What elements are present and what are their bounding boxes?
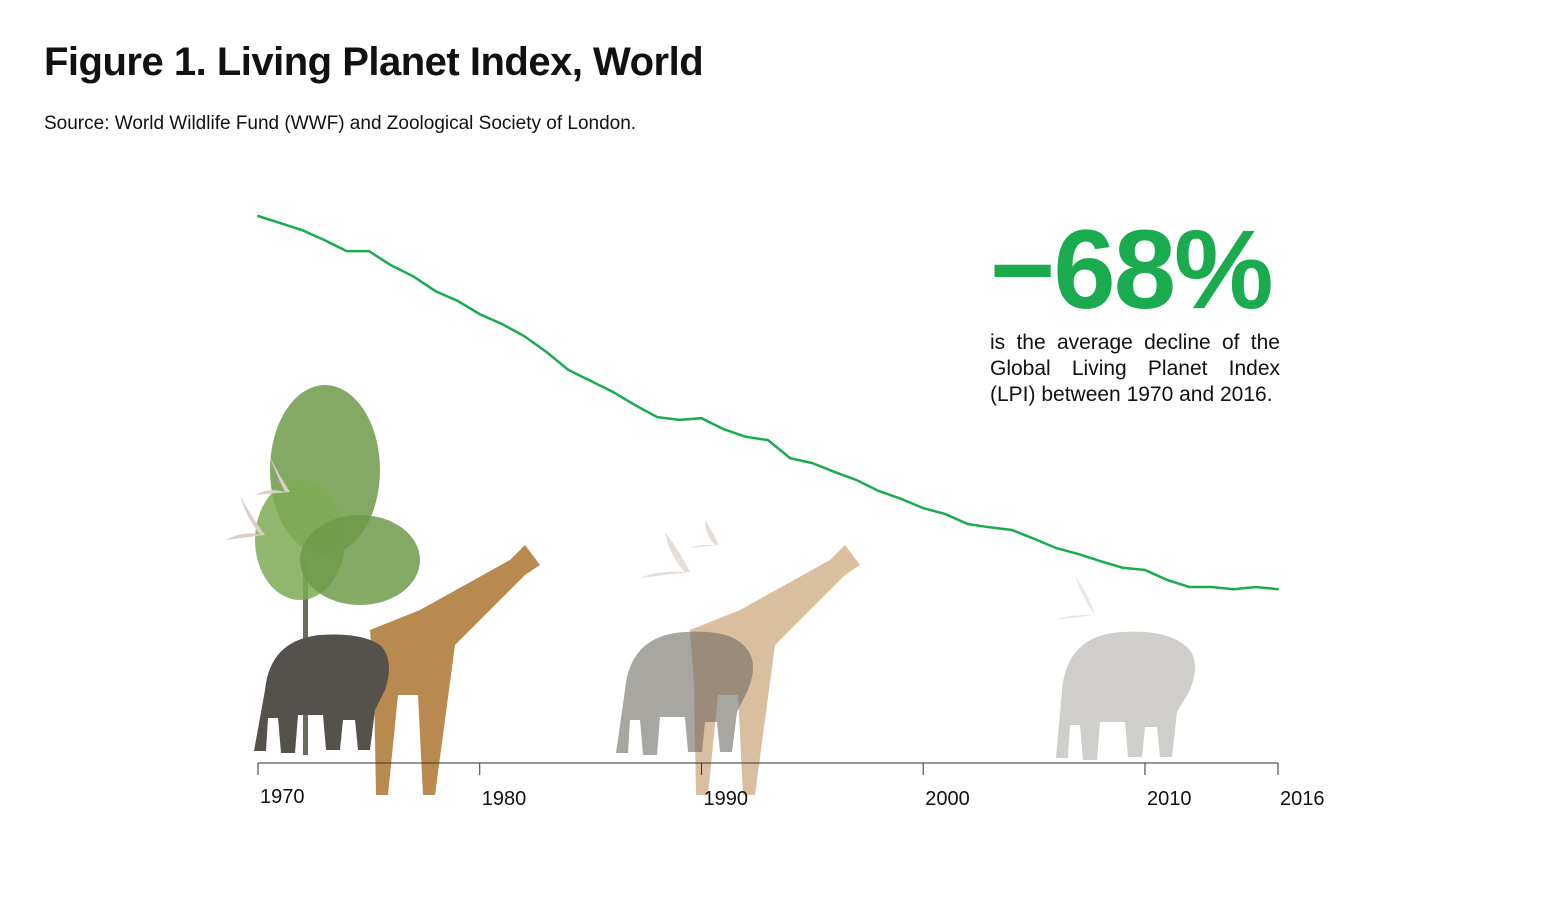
data-point [811, 462, 814, 465]
x-tick-label: 2016 [1280, 788, 1325, 810]
data-point [500, 322, 503, 325]
data-point [789, 457, 792, 460]
data-point [1254, 585, 1257, 588]
data-point [1232, 588, 1235, 591]
data-point [257, 215, 259, 217]
data-point [922, 507, 925, 510]
data-point [1121, 566, 1124, 569]
data-point [567, 368, 570, 371]
data-point [412, 275, 415, 278]
decline-headline: −68% [990, 207, 1274, 332]
data-point [988, 526, 991, 529]
data-point [722, 428, 725, 431]
elephant-icon [254, 634, 389, 753]
data-point [434, 290, 437, 293]
chart-title: Figure 1. Living Planet Index, World [44, 40, 704, 84]
data-point [1077, 553, 1080, 556]
data-point [1143, 569, 1146, 572]
tree-icon [255, 385, 420, 755]
data-point [900, 497, 903, 500]
decline-description: is the average decline of the Global Liv… [990, 331, 1280, 406]
data-point [1277, 588, 1279, 591]
data-point [1099, 560, 1102, 563]
chart-source: Source: World Wildlife Fund (WWF) and Zo… [44, 113, 637, 134]
data-point [523, 335, 526, 338]
data-point [456, 299, 459, 302]
data-point [678, 418, 681, 421]
data-point [633, 404, 636, 407]
x-tick-label: 2010 [1147, 788, 1192, 810]
data-point [301, 229, 304, 232]
data-point [855, 479, 858, 482]
data-point [966, 522, 969, 525]
data-point [944, 513, 947, 516]
wildlife-illustration [225, 385, 1196, 795]
x-tick-label: 1970 [260, 786, 305, 808]
data-point [367, 250, 370, 253]
bird-icon [225, 457, 1095, 620]
data-point [390, 264, 393, 267]
data-point [611, 390, 614, 393]
elephant-icon [1056, 631, 1196, 760]
data-point [1010, 529, 1013, 532]
data-point [656, 416, 659, 419]
data-point [1033, 537, 1036, 540]
x-tick-label: 1990 [703, 788, 748, 810]
data-point [1210, 585, 1213, 588]
data-point [833, 470, 836, 473]
data-point [478, 313, 481, 316]
data-point [744, 435, 747, 438]
data-point [323, 239, 326, 242]
data-point [700, 417, 703, 420]
data-point [545, 350, 548, 353]
data-point [1188, 585, 1191, 588]
data-point [1166, 578, 1169, 581]
data-point [1055, 547, 1058, 550]
data-point [279, 222, 282, 225]
giraffe-icon [370, 545, 540, 795]
data-point [589, 379, 592, 382]
elephant-icon [616, 631, 754, 755]
x-tick-label: 2000 [925, 788, 970, 810]
x-tick-label: 1980 [482, 788, 527, 810]
data-point [877, 490, 880, 493]
data-point [345, 250, 348, 253]
data-point [767, 439, 769, 442]
